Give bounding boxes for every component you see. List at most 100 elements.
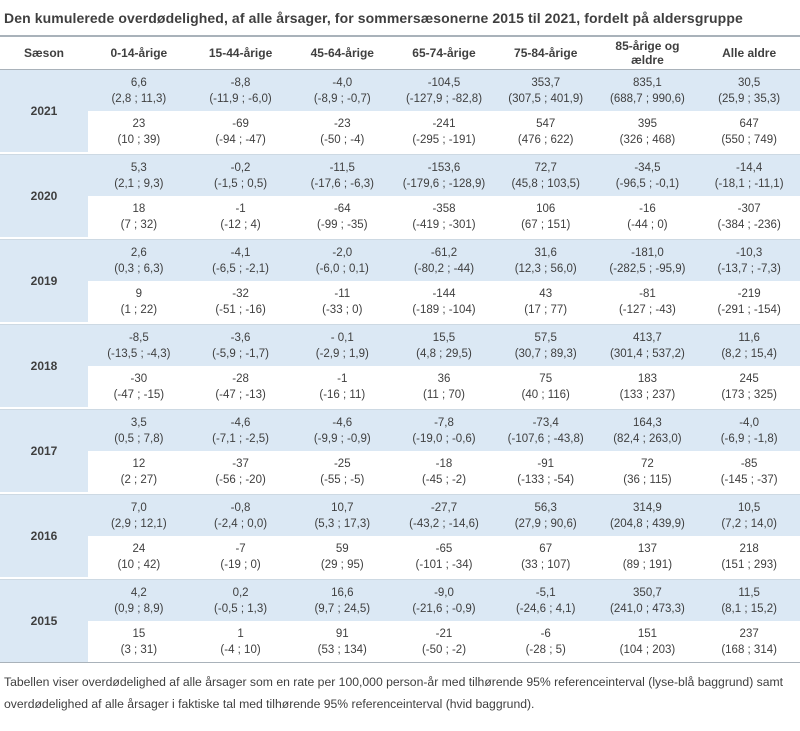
- year-block: 2016 7,0 (2,9 ; 12,1) -0,8 (-2,4 ; 0,0) 10,7 (…: [0, 494, 800, 577]
- cell-ci: (-2,4 ; 0,0): [214, 517, 268, 530]
- cell-value: 314,9: [633, 501, 662, 514]
- cell-value: 106: [536, 202, 556, 215]
- cell-value: 350,7: [633, 586, 662, 599]
- count-cell: 547 (476 ; 622): [494, 111, 597, 152]
- cell-value: -4,0: [332, 76, 353, 89]
- rate-cell: 2,6 (0,3 ; 6,3): [88, 240, 190, 281]
- table-footnote: Tabellen viser overdødelighed af alle år…: [4, 675, 784, 711]
- count-cell: -65 (-101 ; -34): [393, 536, 495, 577]
- count-cell: -25 (-55 ; -5): [291, 451, 394, 492]
- cell-ci: (33 ; 107): [521, 558, 571, 571]
- cell-ci: (1 ; 22): [120, 303, 158, 316]
- count-cell: -23 (-50 ; -4): [291, 111, 394, 152]
- count-cell: 24 (10 ; 42): [88, 536, 190, 577]
- cell-ci: (-127 ; -43): [618, 303, 676, 316]
- cell-value: -307: [737, 202, 761, 215]
- cell-value: 5,3: [130, 161, 147, 174]
- cell-ci: (53 ; 134): [317, 643, 367, 656]
- count-cell: -18 (-45 ; -2): [393, 451, 495, 492]
- cell-ci: (36 ; 115): [623, 473, 672, 486]
- season-label: 2020: [0, 155, 88, 237]
- count-cell: -11 (-33 ; 0): [291, 281, 394, 322]
- cell-value: 91: [335, 627, 349, 640]
- count-cell: -21 (-50 ; -2): [393, 621, 495, 662]
- cell-ci: (11 ; 70): [423, 388, 465, 401]
- cell-ci: (476 ; 622): [517, 133, 574, 146]
- cell-value: -27,7: [430, 501, 458, 514]
- count-cell: -358 (-419 ; -301): [393, 196, 495, 237]
- cell-ci: (82,4 ; 263,0): [613, 432, 682, 445]
- cell-ci: (-6,5 ; -2,1): [212, 262, 269, 275]
- cell-value: 10,7: [331, 501, 354, 514]
- cell-value: 36: [437, 372, 451, 385]
- rate-cell: 10,5 (7,2 ; 14,0): [698, 495, 800, 536]
- count-cell: 15 (3 ; 31): [88, 621, 190, 662]
- cell-ci: (-33 ; 0): [322, 303, 363, 316]
- cell-ci: (-133 ; -54): [517, 473, 575, 486]
- rate-cell: -104,5 (-127,9 ; -82,8): [393, 70, 495, 111]
- cell-ci: (89 ; 191): [622, 558, 673, 571]
- cell-ci: (4,8 ; 29,5): [416, 347, 472, 360]
- column-header: 75-84-årige: [514, 46, 578, 60]
- cell-value: -85: [740, 457, 758, 470]
- cell-ci: (0,3 ; 6,3): [114, 262, 164, 275]
- cell-ci: (241,0 ; 473,3): [610, 602, 685, 615]
- cell-value: -25: [333, 457, 351, 470]
- cell-ci: (3 ; 31): [120, 643, 158, 656]
- cell-value: -4,1: [230, 246, 251, 259]
- cell-value: 183: [637, 372, 658, 385]
- cell-value: -6: [540, 627, 551, 640]
- cell-ci: (2 ; 27): [120, 473, 158, 486]
- cell-ci: (-4 ; 10): [220, 643, 261, 656]
- cell-value: 18: [132, 202, 146, 215]
- cell-value: 72: [641, 457, 654, 470]
- cell-value: 245: [739, 372, 759, 385]
- cell-ci: (8,2 ; 15,4): [721, 347, 777, 360]
- count-cell: 9 (1 ; 22): [88, 281, 190, 322]
- cell-ci: (-28 ; 5): [525, 643, 566, 656]
- cell-value: 413,7: [633, 331, 662, 344]
- cell-value: 7,0: [130, 501, 147, 514]
- cell-value: 11,6: [738, 331, 760, 344]
- rate-cell: -2,0 (-6,0 ; 0,1): [291, 240, 394, 281]
- cell-ci: (17 ; 77): [524, 303, 568, 316]
- cell-value: -18: [435, 457, 453, 470]
- rate-cell: -4,0 (-8,9 ; -0,7): [291, 70, 394, 111]
- cell-value: -7,8: [434, 416, 454, 429]
- column-header: 45-64-årige: [310, 46, 374, 60]
- cell-value: 0,2: [232, 586, 249, 599]
- cell-ci: (-0,5 ; 1,3): [214, 602, 268, 615]
- rate-cell: -4,6 (-9,9 ; -0,9): [291, 410, 394, 451]
- season-label: 2018: [0, 325, 88, 407]
- rate-cell: 164,3 (82,4 ; 263,0): [596, 410, 699, 451]
- count-cell: 395 (326 ; 468): [596, 111, 699, 152]
- cell-value: 11,5: [738, 586, 760, 599]
- rate-cell: -5,1 (-24,6 ; 4,1): [494, 580, 597, 621]
- rate-cell: -14,4 (-18,1 ; -11,1): [698, 155, 800, 196]
- cell-ci: (-127,9 ; -82,8): [405, 92, 483, 105]
- cell-ci: (67 ; 151): [521, 218, 571, 231]
- cell-value: 10,5: [737, 501, 761, 514]
- count-cell: 137 (89 ; 191): [596, 536, 699, 577]
- cell-value: 218: [739, 542, 759, 555]
- cell-ci: (133 ; 237): [619, 388, 676, 401]
- count-cell: 75 (40 ; 116): [494, 366, 597, 407]
- cell-value: 67: [539, 542, 553, 555]
- cell-ci: (301,4 ; 537,2): [610, 347, 685, 360]
- cell-value: -61,2: [430, 246, 458, 259]
- cell-value: 151: [637, 627, 658, 640]
- cell-value: 1: [237, 627, 244, 640]
- cell-ci: (-19 ; 0): [220, 558, 261, 571]
- cell-ci: (45,8 ; 103,5): [511, 177, 580, 190]
- count-cell: -30 (-47 ; -15): [88, 366, 190, 407]
- cell-ci: (-12 ; 4): [220, 218, 261, 231]
- cell-value: 57,5: [534, 331, 557, 344]
- cell-ci: (307,5 ; 401,9): [508, 92, 584, 105]
- cell-ci: (-189 ; -104): [412, 303, 476, 316]
- cell-value: 547: [536, 117, 556, 130]
- header-row: Sæson 0-14-årige 15-44-årige 45-64-årige 65-…: [0, 37, 800, 70]
- cell-ci: (-94 ; -47): [215, 133, 266, 146]
- count-cell: -7 (-19 ; 0): [189, 536, 292, 577]
- cell-ci: (-291 ; -154): [717, 303, 781, 316]
